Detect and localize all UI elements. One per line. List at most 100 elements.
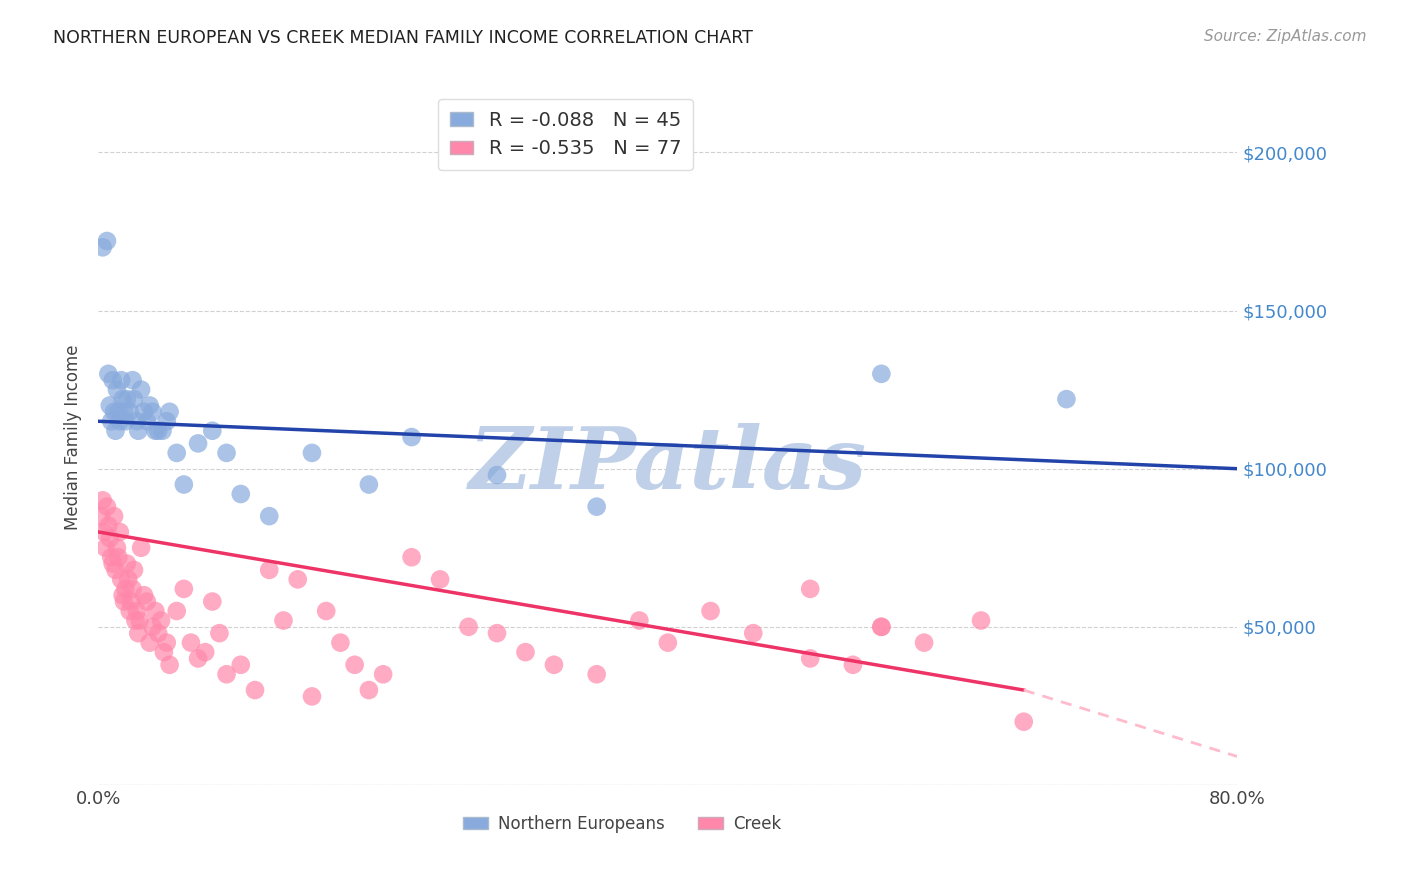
Point <box>301 690 323 704</box>
Point <box>111 392 134 406</box>
Legend: Northern Europeans, Creek: Northern Europeans, Creek <box>457 808 789 839</box>
Point <box>118 405 141 419</box>
Point <box>105 541 128 555</box>
Point <box>110 373 132 387</box>
Point <box>273 614 295 628</box>
Text: Source: ZipAtlas.com: Source: ZipAtlas.com <box>1204 29 1367 44</box>
Point <box>201 424 224 438</box>
Point <box>108 524 131 539</box>
Point <box>401 430 423 444</box>
Point <box>114 582 136 596</box>
Point <box>215 446 238 460</box>
Point <box>173 582 195 596</box>
Point <box>799 582 821 596</box>
Point <box>156 414 179 428</box>
Point <box>180 635 202 649</box>
Y-axis label: Median Family Income: Median Family Income <box>65 344 83 530</box>
Point <box>91 240 114 254</box>
Point <box>628 614 651 628</box>
Point <box>138 635 160 649</box>
Point <box>100 550 122 565</box>
Point <box>115 557 138 571</box>
Point <box>287 573 309 587</box>
Point <box>100 414 122 428</box>
Point <box>486 468 509 483</box>
Point <box>1056 392 1078 406</box>
Point <box>105 383 128 397</box>
Point <box>141 405 163 419</box>
Point <box>135 414 157 428</box>
Point <box>103 509 125 524</box>
Point <box>148 424 170 438</box>
Text: NORTHERN EUROPEAN VS CREEK MEDIAN FAMILY INCOME CORRELATION CHART: NORTHERN EUROPEAN VS CREEK MEDIAN FAMILY… <box>53 29 754 46</box>
Point <box>585 667 607 681</box>
Point <box>329 635 352 649</box>
Point <box>132 588 155 602</box>
Point <box>657 635 679 649</box>
Point <box>120 594 142 608</box>
Point <box>98 399 121 413</box>
Point <box>127 424 149 438</box>
Point <box>156 635 179 649</box>
Point <box>97 367 120 381</box>
Point <box>112 594 135 608</box>
Point <box>152 424 174 438</box>
Point <box>259 509 281 524</box>
Point <box>104 424 127 438</box>
Point <box>166 604 188 618</box>
Point <box>128 614 150 628</box>
Point <box>243 683 266 698</box>
Point <box>129 383 152 397</box>
Point <box>125 414 148 428</box>
Point <box>173 477 195 491</box>
Text: ZIPatlas: ZIPatlas <box>468 423 868 507</box>
Point <box>870 620 893 634</box>
Point <box>125 604 148 618</box>
Point <box>585 500 607 514</box>
Point <box>201 594 224 608</box>
Point <box>93 524 115 539</box>
Point <box>94 541 117 555</box>
Point <box>799 651 821 665</box>
Point <box>98 531 121 545</box>
Point <box>842 657 865 672</box>
Point <box>117 573 139 587</box>
Point <box>127 626 149 640</box>
Point <box>357 477 380 491</box>
Point <box>742 626 765 640</box>
Point <box>159 405 181 419</box>
Point <box>166 446 188 460</box>
Point <box>187 651 209 665</box>
Point <box>515 645 537 659</box>
Point <box>121 582 143 596</box>
Point <box>401 550 423 565</box>
Point <box>107 405 129 419</box>
Point <box>101 557 124 571</box>
Point <box>111 588 134 602</box>
Point <box>970 614 993 628</box>
Point <box>118 604 141 618</box>
Point <box>101 373 124 387</box>
Point <box>543 657 565 672</box>
Point <box>112 405 135 419</box>
Point <box>699 604 721 618</box>
Point <box>912 635 935 649</box>
Point <box>121 373 143 387</box>
Point <box>429 573 451 587</box>
Point <box>229 487 252 501</box>
Point <box>229 657 252 672</box>
Point <box>145 424 167 438</box>
Point <box>259 563 281 577</box>
Point <box>135 594 157 608</box>
Point <box>122 563 145 577</box>
Point <box>870 367 893 381</box>
Point <box>153 645 176 659</box>
Point <box>150 614 173 628</box>
Point <box>141 620 163 634</box>
Point <box>208 626 231 640</box>
Point <box>103 405 125 419</box>
Point <box>90 509 112 524</box>
Point <box>486 626 509 640</box>
Point <box>870 620 893 634</box>
Point <box>301 446 323 460</box>
